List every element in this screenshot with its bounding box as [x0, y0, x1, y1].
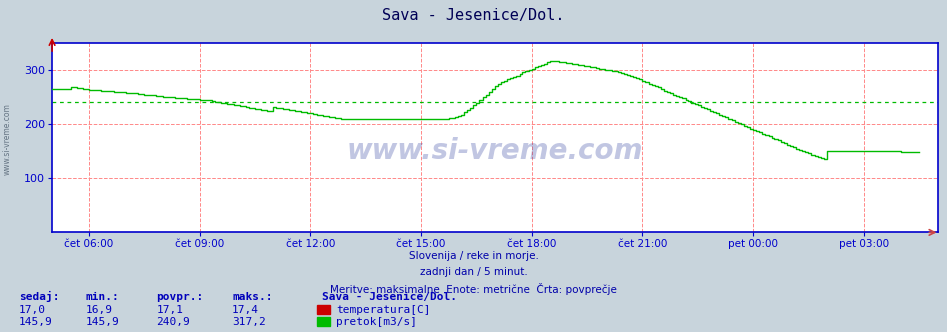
Text: Slovenija / reke in morje.: Slovenija / reke in morje.: [408, 251, 539, 261]
Text: temperatura[C]: temperatura[C]: [336, 305, 431, 315]
Text: povpr.:: povpr.:: [156, 292, 204, 302]
Text: www.si-vreme.com: www.si-vreme.com: [3, 104, 12, 175]
Text: maks.:: maks.:: [232, 292, 273, 302]
Text: www.si-vreme.com: www.si-vreme.com: [347, 137, 643, 165]
Text: 17,0: 17,0: [19, 305, 46, 315]
Text: Meritve: maksimalne  Enote: metrične  Črta: povprečje: Meritve: maksimalne Enote: metrične Črta…: [331, 283, 616, 295]
Text: Sava - Jesenice/Dol.: Sava - Jesenice/Dol.: [383, 8, 564, 23]
Text: pretok[m3/s]: pretok[m3/s]: [336, 317, 418, 327]
Text: zadnji dan / 5 minut.: zadnji dan / 5 minut.: [420, 267, 527, 277]
Text: 145,9: 145,9: [19, 317, 53, 327]
Text: sedaj:: sedaj:: [19, 291, 60, 302]
Text: 17,1: 17,1: [156, 305, 184, 315]
Text: min.:: min.:: [85, 292, 119, 302]
Text: 16,9: 16,9: [85, 305, 113, 315]
Text: 145,9: 145,9: [85, 317, 119, 327]
Text: 317,2: 317,2: [232, 317, 266, 327]
Text: 240,9: 240,9: [156, 317, 190, 327]
Text: 17,4: 17,4: [232, 305, 259, 315]
Text: Sava - Jesenice/Dol.: Sava - Jesenice/Dol.: [322, 292, 457, 302]
